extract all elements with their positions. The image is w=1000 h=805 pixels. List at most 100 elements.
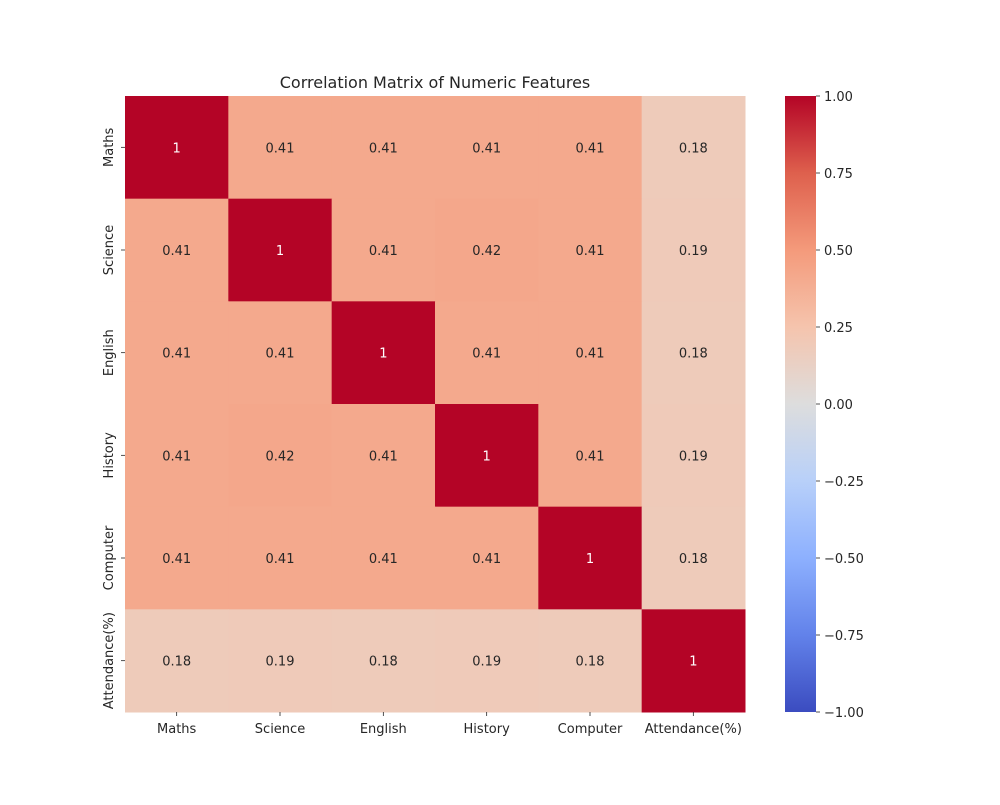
y-tick-label: Maths	[102, 127, 117, 167]
cell-value-label: 0.18	[369, 655, 398, 670]
y-axis: Maths Science English History Computer Attend…	[102, 127, 125, 709]
heatmap-cell	[435, 301, 539, 405]
cell-value-label: 0.41	[576, 347, 605, 362]
x-tick-label: Computer	[558, 722, 623, 737]
cell-value-label: 0.41	[266, 552, 295, 567]
heatmap-cell	[125, 301, 229, 405]
cell-value-label: 0.41	[369, 552, 398, 567]
colorbar-tick-label: 0.25	[824, 321, 853, 336]
y-tick-label: Attendance(%)	[102, 612, 117, 709]
heatmap-cell	[228, 609, 333, 713]
heatmap-cell	[331, 301, 436, 405]
cell-value-label: 0.41	[162, 347, 191, 362]
heatmap-cell	[641, 96, 746, 200]
y-tick-label: English	[102, 329, 117, 376]
cell-value-label: 0.18	[679, 552, 708, 567]
cell-value-label: 1	[173, 141, 181, 156]
cell-value-label: 0.18	[679, 347, 708, 362]
colorbar-tick-label: 0.00	[824, 398, 853, 413]
x-tick-label: Attendance(%)	[645, 722, 742, 737]
cell-value-label: 1	[379, 347, 387, 362]
cell-value-label: 0.19	[679, 449, 708, 464]
cell-value-label: 0.41	[162, 244, 191, 259]
heatmap-cell	[435, 96, 539, 200]
cell-value-label: 0.41	[369, 141, 398, 156]
x-axis: Maths Science English History Computer Attend…	[157, 712, 742, 737]
heatmap-cell	[538, 404, 643, 508]
y-tick-label: Computer	[102, 525, 117, 590]
heatmap-cell	[641, 609, 746, 713]
cell-value-label: 0.41	[266, 347, 295, 362]
heatmap-cell	[435, 404, 539, 508]
heatmap-cell	[228, 96, 333, 200]
colorbar-tick-label: −0.25	[824, 475, 864, 490]
heatmap-cell	[228, 301, 333, 405]
colorbar-gradient	[785, 96, 816, 712]
heatmap-cell	[641, 506, 746, 610]
heatmap-cell	[435, 506, 539, 610]
cell-value-label: 0.41	[369, 449, 398, 464]
heatmap-cell	[228, 404, 333, 508]
heatmap-cell	[228, 198, 333, 302]
x-tick-label: English	[360, 722, 407, 737]
heatmap-cell	[228, 506, 333, 610]
cell-value-label: 1	[483, 449, 491, 464]
cell-value-label: 0.41	[576, 141, 605, 156]
heatmap-cell	[641, 404, 746, 508]
heatmap-cell	[125, 609, 229, 713]
x-tick-label: History	[464, 722, 511, 737]
cell-value-label: 0.18	[162, 655, 191, 670]
heatmap-cell	[435, 198, 539, 302]
heatmap-cell	[538, 609, 643, 713]
cell-value-label: 1	[689, 655, 697, 670]
heatmap-cell	[125, 198, 229, 302]
cell-value-label: 0.41	[162, 449, 191, 464]
cell-value-label: 1	[586, 552, 594, 567]
heatmap-cell	[125, 506, 229, 610]
heatmap-cell	[435, 609, 539, 713]
cell-value-label: 0.42	[472, 244, 501, 259]
heatmap-cell	[641, 198, 746, 302]
chart-title: Correlation Matrix of Numeric Features	[280, 73, 591, 92]
heatmap-cell	[331, 198, 436, 302]
cell-value-label: 0.18	[679, 141, 708, 156]
cell-value-label: 0.41	[472, 347, 501, 362]
colorbar-tick-label: 0.75	[824, 167, 853, 182]
colorbar-tick-label: −0.50	[824, 552, 864, 567]
heatmap-cell	[538, 506, 643, 610]
x-tick-label: Maths	[157, 722, 197, 737]
heatmap-cell	[331, 404, 436, 508]
cell-value-label: 0.18	[576, 655, 605, 670]
cell-value-label: 0.41	[576, 244, 605, 259]
heatmap-cells: 1 0.41 0.41 0.41 0.41 0.18 0.41 1 0.41 0.42 0.41 0.…	[125, 96, 746, 713]
cell-value-label: 0.19	[472, 655, 501, 670]
x-tick-label: Science	[255, 722, 305, 737]
y-tick-label: Science	[102, 225, 117, 275]
heatmap-cell	[125, 96, 229, 200]
heatmap-cell	[331, 609, 436, 713]
cell-value-label: 0.41	[576, 449, 605, 464]
cell-value-label: 0.19	[266, 655, 295, 670]
colorbar-tick-label: −0.75	[824, 629, 864, 644]
heatmap-cell	[125, 404, 229, 508]
heatmap-cell	[641, 301, 746, 405]
heatmap-cell	[331, 506, 436, 610]
colorbar-tick-label: −1.00	[824, 706, 864, 721]
colorbar: 1.00 0.75 0.50 0.25 0.00 −0.25 −0.50 −0.75 −1.00	[785, 90, 864, 721]
heatmap-cell	[538, 301, 643, 405]
cell-value-label: 1	[276, 244, 284, 259]
cell-value-label: 0.41	[472, 552, 501, 567]
heatmap-cell	[538, 198, 643, 302]
colorbar-tick-label: 1.00	[824, 90, 853, 105]
cell-value-label: 0.41	[369, 244, 398, 259]
cell-value-label: 0.19	[679, 244, 708, 259]
y-tick-label: History	[102, 432, 117, 479]
heatmap-cell	[331, 96, 436, 200]
cell-value-label: 0.41	[162, 552, 191, 567]
cell-value-label: 0.41	[472, 141, 501, 156]
cell-value-label: 0.42	[266, 449, 295, 464]
cell-value-label: 0.41	[266, 141, 295, 156]
heatmap-cell	[538, 96, 643, 200]
